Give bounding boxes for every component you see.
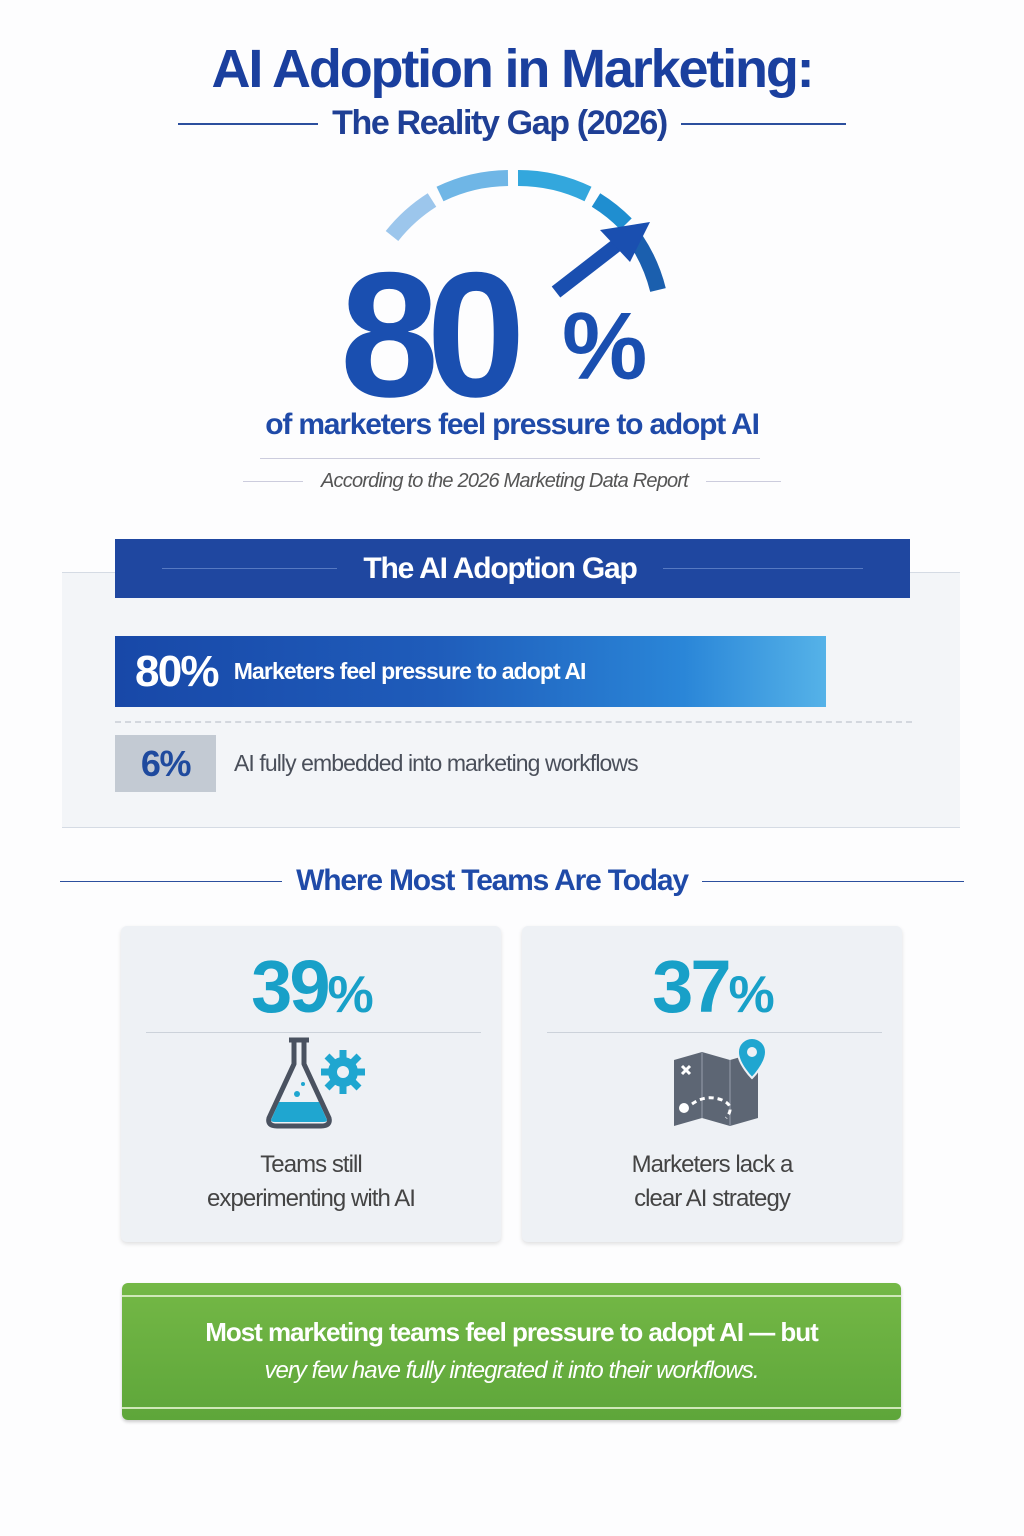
divider: [178, 122, 319, 125]
divider: [146, 1032, 481, 1033]
stat-label-line: Marketers lack a: [631, 1151, 794, 1178]
stat-value: 39%: [121, 944, 501, 1029]
stat-label-line: Teams still: [260, 1151, 362, 1178]
gap-bar-embedded: 6%: [115, 735, 216, 792]
stat-label-line: experimenting with AI: [207, 1185, 416, 1212]
hero-value: 80: [340, 235, 526, 434]
hero-unit: %: [562, 293, 648, 400]
divider: [122, 1295, 901, 1297]
divider: [662, 568, 863, 569]
stat-number: 39: [251, 945, 330, 1028]
stat-label: Teams still experimenting with AI: [121, 1148, 501, 1216]
stat-card-strategy: 37% Marketers lack a clear AI strategy: [522, 926, 902, 1242]
gap-bar-pressure: 80% Marketers feel pressure to adopt AI: [115, 636, 826, 707]
section-title: Where Most Teams Are Today: [296, 864, 689, 897]
page-title: AI Adoption in Marketing:: [211, 39, 815, 99]
divider: [701, 880, 964, 882]
bar-label: AI fully embedded into marketing workflo…: [234, 750, 639, 776]
stat-unit: %: [327, 966, 374, 1024]
bar-label: Marketers feel pressure to adopt AI: [233, 658, 587, 684]
divider: [260, 458, 760, 459]
stat-label: Marketers lack a clear AI strategy: [522, 1148, 902, 1216]
divider: [122, 1407, 901, 1409]
divider: [705, 481, 781, 482]
subtitle: The Reality Gap (2026): [332, 104, 668, 142]
stat-unit: %: [728, 966, 775, 1024]
divider: [547, 1032, 882, 1033]
adoption-gap-header: The AI Adoption Gap: [115, 539, 910, 598]
today-header: Where Most Teams Are Today: [0, 864, 1024, 898]
divider: [680, 122, 846, 125]
summary-banner: Most marketing teams feel pressure to ad…: [122, 1283, 901, 1420]
stat-number: 37: [652, 945, 731, 1028]
source-note: According to the 2026 Marketing Data Rep…: [321, 470, 689, 492]
divider: [60, 880, 283, 882]
banner-line-2: very few have fully integrated it into t…: [264, 1357, 759, 1384]
stat-value: 37%: [522, 944, 902, 1029]
subtitle-row: The Reality Gap (2026): [0, 104, 1024, 143]
hero-headline: of marketers feel pressure to adopt AI: [265, 408, 760, 441]
flask-gear-icon: [266, 1037, 365, 1129]
stat-label-line: clear AI strategy: [634, 1185, 791, 1212]
banner-line-1: Most marketing teams feel pressure to ad…: [205, 1317, 818, 1347]
source-row: According to the 2026 Marketing Data Rep…: [0, 470, 1024, 493]
divider: [243, 481, 304, 482]
dashed-divider: [115, 721, 912, 723]
bar-value: 80%: [135, 646, 220, 696]
section-title: The AI Adoption Gap: [363, 551, 637, 585]
divider: [162, 568, 338, 569]
stat-card-experimenting: 39% Teams still experimenting with AI: [121, 926, 501, 1242]
map-pin-icon: [674, 1036, 768, 1126]
gauge-arrow-icon: [385, 169, 666, 298]
